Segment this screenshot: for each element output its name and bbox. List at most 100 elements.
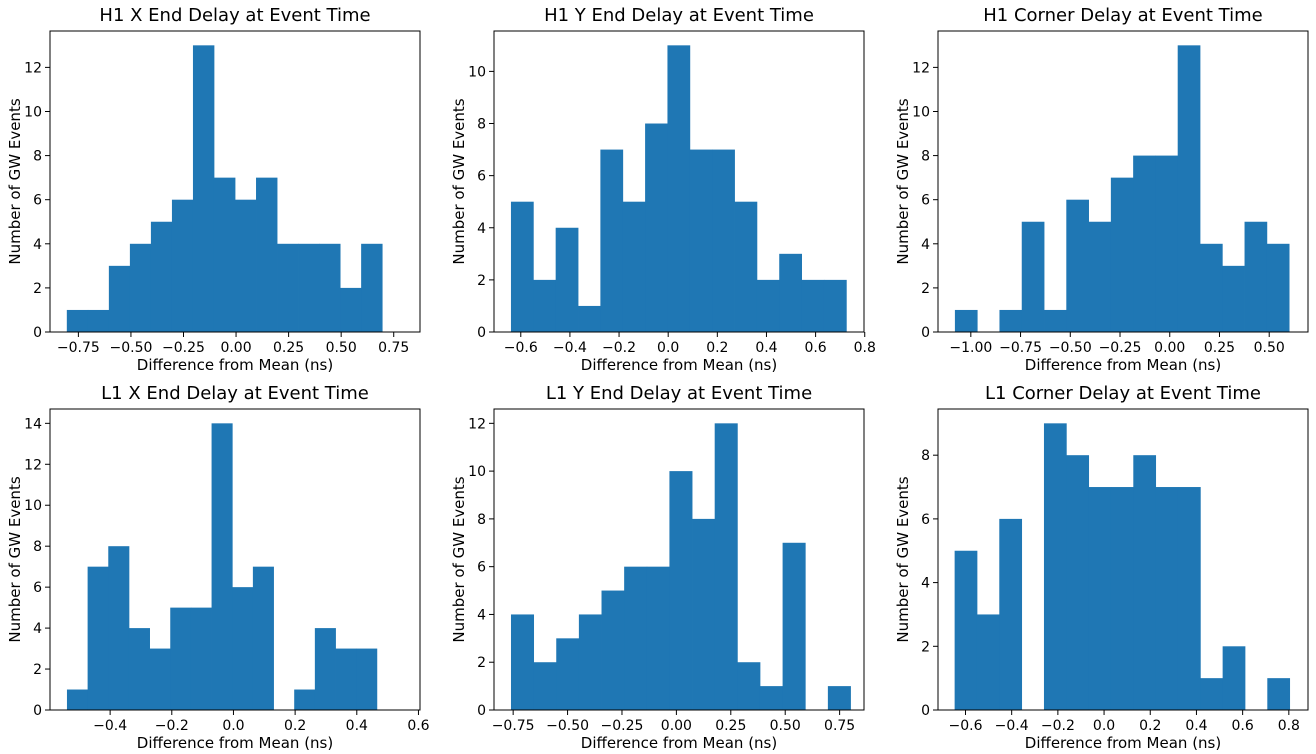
axes-frame <box>49 408 421 711</box>
x-tick-label: −0.6 <box>504 340 538 356</box>
axes-frame <box>493 408 865 711</box>
y-axis-label: Number of GW Events <box>6 98 24 264</box>
x-tick-label: 0.25 <box>1204 340 1235 356</box>
y-tick-label: 10 <box>912 104 930 120</box>
histogram-bar <box>1267 678 1291 710</box>
histogram-bar <box>954 550 978 710</box>
x-tick-label: 0.8 <box>1278 718 1300 734</box>
y-axis-label: Number of GW Events <box>6 476 24 642</box>
x-tick-label: 0.0 <box>1093 718 1115 734</box>
y-tick-label: 0 <box>33 703 42 719</box>
histogram-bar <box>1088 221 1112 332</box>
x-tick-label: 0.50 <box>770 718 801 734</box>
x-tick-label: 0.75 <box>824 718 855 734</box>
histogram-bar <box>256 177 278 332</box>
panel-title: L1 X End Delay at Event Time <box>101 383 369 404</box>
histogram-bar <box>823 279 847 332</box>
y-tick-label: 2 <box>477 273 486 289</box>
histogram-bar <box>314 628 336 710</box>
histogram-bar <box>361 243 383 332</box>
y-tick-label: 6 <box>921 512 930 528</box>
x-tick-label: −0.50 <box>1049 340 1092 356</box>
histogram-bar <box>1177 487 1201 710</box>
x-tick-label: 0.6 <box>407 718 429 734</box>
histogram-bar <box>294 689 316 710</box>
histogram-bar <box>954 309 978 332</box>
histogram-bar <box>1199 243 1223 332</box>
x-tick-label: −0.2 <box>1041 718 1075 734</box>
x-axis-label: Difference from Mean (ns) <box>581 734 777 752</box>
histogram-bar <box>782 542 806 710</box>
y-tick-label: 10 <box>468 64 486 80</box>
y-tick-label: 4 <box>33 621 42 637</box>
histogram-bar <box>1222 265 1245 332</box>
y-axis-label: Number of GW Events <box>450 98 468 264</box>
axes-frame <box>937 30 1309 333</box>
y-tick-label: 12 <box>468 416 486 432</box>
y-tick-label: 0 <box>477 325 486 341</box>
x-tick-label: 0.00 <box>1154 340 1185 356</box>
histogram-bar <box>129 243 152 332</box>
x-tick-label: −0.25 <box>601 718 644 734</box>
histogram-bar <box>190 607 212 710</box>
histogram-bar <box>827 686 851 710</box>
y-tick-label: 6 <box>921 193 930 209</box>
histogram-bar <box>1155 487 1179 710</box>
histogram-bar <box>999 518 1023 710</box>
y-tick-label: 8 <box>921 149 930 165</box>
x-tick-label: −0.75 <box>999 340 1042 356</box>
x-tick-label: 0.6 <box>804 340 826 356</box>
y-tick-label: 10 <box>24 498 42 514</box>
y-axis-label: Number of GW Events <box>894 476 912 642</box>
x-tick-label: 0.50 <box>326 340 357 356</box>
y-tick-label: 0 <box>921 703 930 719</box>
histogram-bar <box>578 305 601 332</box>
histogram-bar <box>66 309 89 332</box>
histogram-bar <box>1133 155 1156 332</box>
x-tick-label: −0.25 <box>1099 340 1142 356</box>
x-axis-label: Difference from Mean (ns) <box>137 734 333 752</box>
y-tick-label: 6 <box>33 580 42 596</box>
histogram-bar <box>556 638 580 710</box>
histogram-bar <box>689 149 713 332</box>
histogram-panel: −0.75 −0.50 −0.25 0.00 0.25 0.50 0.75 0 2 4 6 8 10 12… <box>6 5 421 374</box>
histogram-bar <box>692 518 716 710</box>
histogram-bar <box>1177 45 1201 332</box>
histogram-bar <box>737 662 761 710</box>
histogram-bar <box>232 587 254 710</box>
histogram-bar <box>801 279 825 332</box>
x-axis-label: Difference from Mean (ns) <box>1025 356 1221 374</box>
axes-frame <box>493 30 865 333</box>
x-tick-label: 0.25 <box>273 340 304 356</box>
histogram-bar <box>601 590 625 710</box>
x-tick-label: 0.4 <box>755 340 777 356</box>
histogram-bar <box>533 279 557 332</box>
x-tick-label: 0.0 <box>657 340 679 356</box>
y-tick-label: 8 <box>33 539 42 555</box>
histogram-panel: −0.4 −0.2 0.0 0.2 0.4 0.6 0 2 4 6 8 10 12 14 L1 X End … <box>6 383 430 752</box>
axes-frame <box>937 408 1309 711</box>
histogram-bar <box>759 686 783 710</box>
y-tick-label: 0 <box>921 325 930 341</box>
histogram-panel: −0.6 −0.4 −0.2 0.0 0.2 0.4 0.6 0.8 0 2 4 6 8 10 H1 Y E… <box>450 5 876 374</box>
y-tick-label: 4 <box>477 607 486 623</box>
y-tick-label: 6 <box>477 560 486 576</box>
histogram-bar <box>252 566 274 710</box>
x-tick-label: 0.2 <box>284 718 306 734</box>
x-tick-label: −0.4 <box>553 340 587 356</box>
y-tick-label: 10 <box>468 464 486 480</box>
histogram-bar <box>646 566 670 710</box>
histogram-bar <box>211 423 233 710</box>
histogram-bar <box>356 648 378 710</box>
histogram-bar <box>1088 487 1112 710</box>
y-tick-label: 6 <box>477 169 486 185</box>
histogram-bar <box>319 243 341 332</box>
histogram-bar <box>87 309 110 332</box>
y-tick-label: 2 <box>477 655 486 671</box>
x-axis-label: Difference from Mean (ns) <box>1025 734 1221 752</box>
y-tick-label: 12 <box>24 60 42 76</box>
x-tick-label: 0.25 <box>715 718 746 734</box>
histogram-bar <box>108 265 131 332</box>
histogram-bar <box>235 199 257 332</box>
